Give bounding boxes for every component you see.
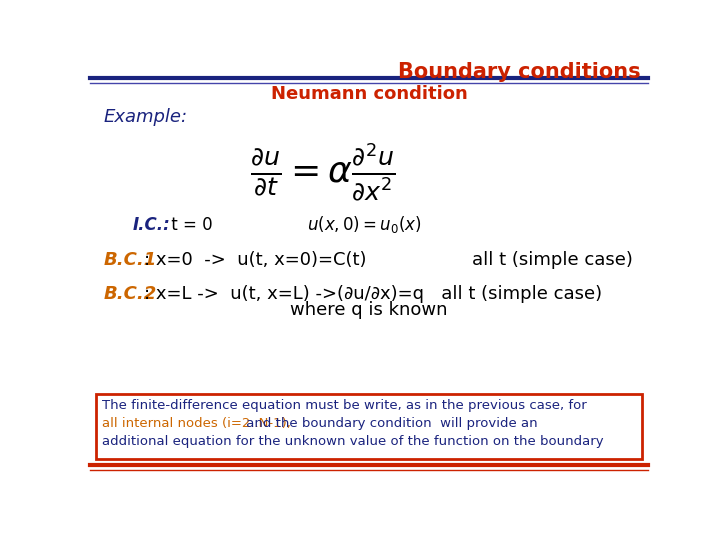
FancyBboxPatch shape [96, 394, 642, 459]
Text: t = 0: t = 0 [166, 216, 212, 234]
Text: : x=L ->  u(t, x=L) ->(∂u/∂x)=q   all t (simple case): : x=L -> u(t, x=L) ->(∂u/∂x)=q all t (si… [144, 285, 603, 303]
Text: B.C.2: B.C.2 [104, 285, 157, 303]
Text: Neumann condition: Neumann condition [271, 85, 467, 103]
Text: $u(x, 0) = u_0(x)$: $u(x, 0) = u_0(x)$ [307, 214, 422, 235]
Text: Boundary conditions: Boundary conditions [397, 63, 640, 83]
Text: B.C.1: B.C.1 [104, 252, 157, 269]
Text: $\frac{\partial u}{\partial t} = \alpha \frac{\partial^2 u}{\partial x^2}$: $\frac{\partial u}{\partial t} = \alpha … [250, 141, 395, 204]
Text: Example:: Example: [104, 108, 188, 126]
Text: I.C.:: I.C.: [132, 216, 171, 234]
Text: The finite-difference equation must be write, as in the previous case, for: The finite-difference equation must be w… [102, 400, 587, 413]
Text: additional equation for the unknown value of the function on the boundary: additional equation for the unknown valu… [102, 435, 604, 448]
Text: and the boundary condition  will provide an: and the boundary condition will provide … [242, 417, 538, 430]
Text: : x=0  ->  u(t, x=0)=C(t): : x=0 -> u(t, x=0)=C(t) [144, 252, 366, 269]
Text: all internal nodes (i=2..N-1),: all internal nodes (i=2..N-1), [102, 417, 292, 430]
Text: all t (simple case): all t (simple case) [472, 252, 632, 269]
Text: where q is known: where q is known [290, 301, 448, 319]
